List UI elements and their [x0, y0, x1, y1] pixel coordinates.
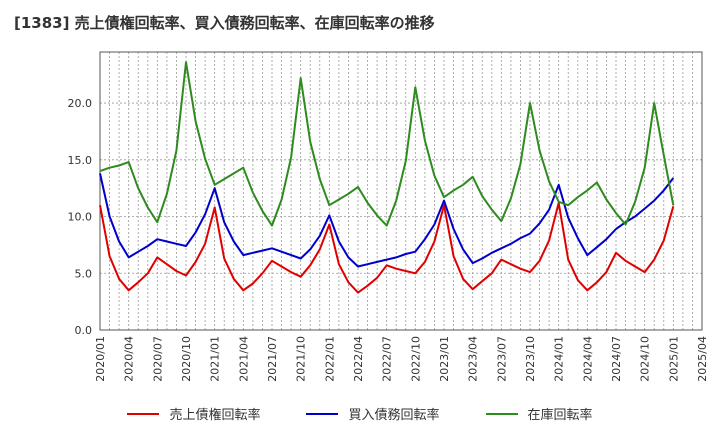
x-tick-label: 2020/07: [151, 336, 164, 382]
legend-item-inventory: 在庫回転率: [485, 404, 593, 423]
chart-title: [1383] 売上債権回転率、買入債務回転率、在庫回転率の推移: [14, 14, 435, 32]
y-tick-label: 0.0: [75, 324, 93, 337]
x-tick-label: 2021/07: [266, 336, 279, 382]
legend-label-payables: 買入債務回転率: [348, 408, 440, 423]
series-lines: [99, 61, 675, 294]
x-tick-label: 2023/07: [495, 336, 508, 382]
x-tick-label: 2020/10: [180, 336, 193, 382]
x-tick-label: 2023/10: [524, 336, 537, 382]
y-tick-label: 10.0: [68, 211, 93, 224]
x-tick-label: 2022/04: [352, 336, 365, 382]
legend: 売上債権回転率 買入債務回転率 在庫回転率: [0, 404, 720, 423]
x-tick-label: 2025/01: [667, 336, 680, 382]
legend-label-receivables: 売上債権回転率: [169, 408, 261, 423]
x-tick-label: 2023/01: [438, 336, 451, 382]
legend-swatch-inventory: [485, 412, 518, 415]
y-tick-label: 15.0: [68, 154, 93, 167]
legend-swatch-receivables: [127, 412, 160, 415]
x-tick-label: 2020/04: [123, 336, 136, 382]
y-tick-label: 20.0: [68, 97, 93, 110]
x-tick-label: 2024/04: [581, 336, 594, 382]
x-tick-label: 2024/07: [610, 336, 623, 382]
x-tick-label: 2021/01: [209, 336, 222, 382]
x-tick-label: 2024/01: [553, 336, 566, 382]
series-line-payables: [99, 173, 675, 268]
x-tick-label: 2023/04: [467, 336, 480, 382]
x-tick-label: 2021/10: [295, 336, 308, 382]
x-tick-labels: 2020/01 2020/04 2020/07 2020/10 2021/01 2021/…: [94, 336, 709, 382]
legend-item-payables: 買入債務回転率: [306, 404, 440, 423]
x-tick-label: 2022/01: [323, 336, 336, 382]
series-line-inventory: [99, 61, 675, 227]
x-tick-label: 2025/04: [696, 336, 709, 382]
x-tick-label: 2022/10: [409, 336, 422, 382]
axes: [99, 51, 703, 331]
x-tick-label: 2022/07: [381, 336, 394, 382]
legend-item-receivables: 売上債権回転率: [127, 404, 260, 423]
y-tick-labels: 0.0 5.0 10.0 15.0 20.0: [68, 97, 93, 337]
x-tick-label: 2024/10: [639, 336, 652, 382]
series-line-receivables: [99, 201, 675, 294]
plot-frame: [99, 51, 703, 331]
y-tick-label: 5.0: [75, 267, 93, 280]
legend-swatch-payables: [306, 412, 339, 415]
x-tick-label: 2020/01: [94, 336, 107, 382]
x-tick-label: 2021/04: [237, 336, 250, 382]
legend-label-inventory: 在庫回転率: [527, 408, 593, 423]
